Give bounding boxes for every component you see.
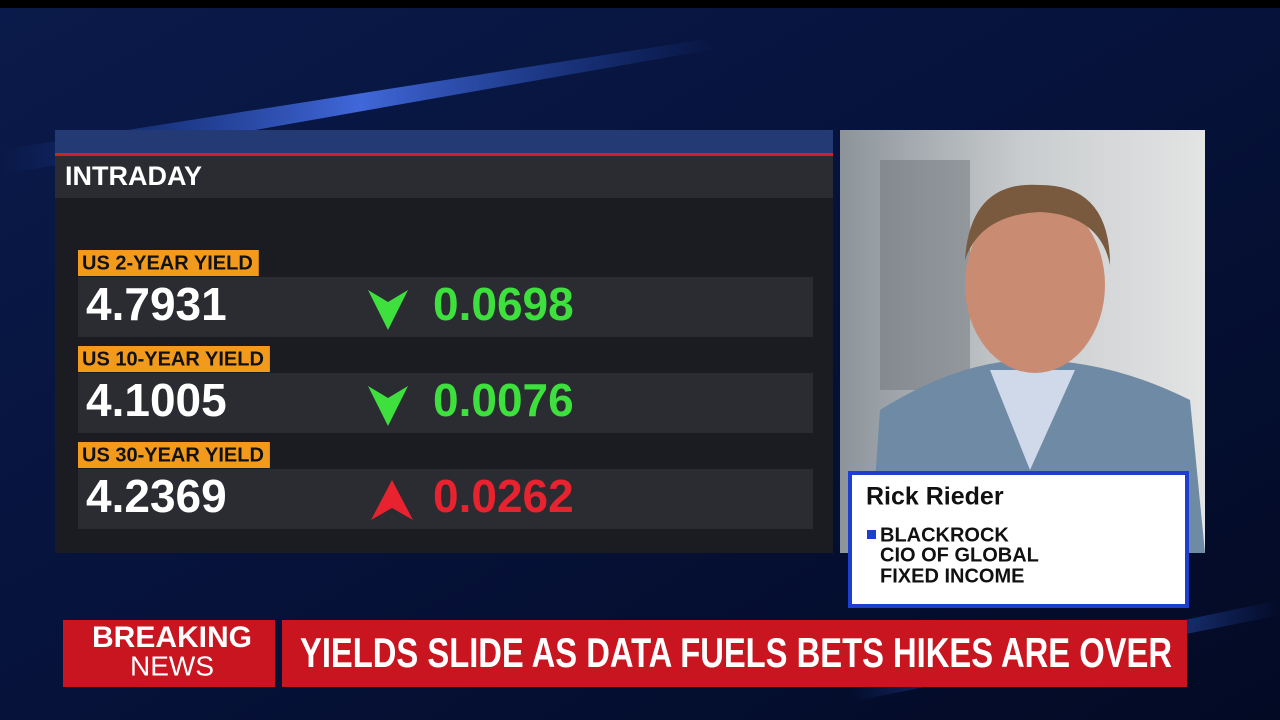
bullet xyxy=(867,530,876,539)
row-change: 0.0698 xyxy=(433,278,574,330)
row-change: 0.0262 xyxy=(433,470,574,522)
row-value: 4.2369 xyxy=(86,470,227,522)
arrow-down xyxy=(368,386,408,426)
breaking-label: BREAKING xyxy=(92,621,252,654)
panel-title: INTRADAY xyxy=(65,161,202,191)
panel-header-strip xyxy=(55,130,833,155)
row-bar xyxy=(78,277,813,337)
guest-name: Rick Rieder xyxy=(866,483,1004,511)
title-bar xyxy=(55,156,833,198)
row-label: US 30-YEAR YIELD xyxy=(82,444,264,466)
guest-line: FIXED INCOME xyxy=(880,565,1024,587)
letterbox xyxy=(0,0,1280,8)
row-value: 4.1005 xyxy=(86,374,227,426)
row-change: 0.0076 xyxy=(433,374,574,426)
guest-line: CIO OF GLOBAL xyxy=(880,544,1039,566)
arrow-up xyxy=(371,480,413,520)
breaking-tag xyxy=(63,620,275,687)
row-label: US 10-YEAR YIELD xyxy=(82,348,264,370)
row-label-box xyxy=(78,250,259,276)
red-rule xyxy=(55,153,833,156)
rows: US 2-YEAR YIELD 4.7931 0.0698 US 10-YEAR YI… xyxy=(78,250,813,529)
row-value: 4.7931 xyxy=(86,278,227,330)
name-box xyxy=(848,471,1189,608)
row-label: US 2-YEAR YIELD xyxy=(82,252,253,274)
arrow-down xyxy=(368,290,408,330)
news-label: NEWS xyxy=(130,650,214,681)
headline-bar xyxy=(282,620,1187,687)
row-bar xyxy=(78,469,813,529)
row-label-box xyxy=(78,442,270,468)
row-label-box xyxy=(78,346,270,372)
row-bar xyxy=(78,373,813,433)
headline: YIELDS SLIDE AS DATA FUELS BETS HIKES AR… xyxy=(300,629,1172,676)
guest-line: BLACKROCK xyxy=(880,524,1009,546)
